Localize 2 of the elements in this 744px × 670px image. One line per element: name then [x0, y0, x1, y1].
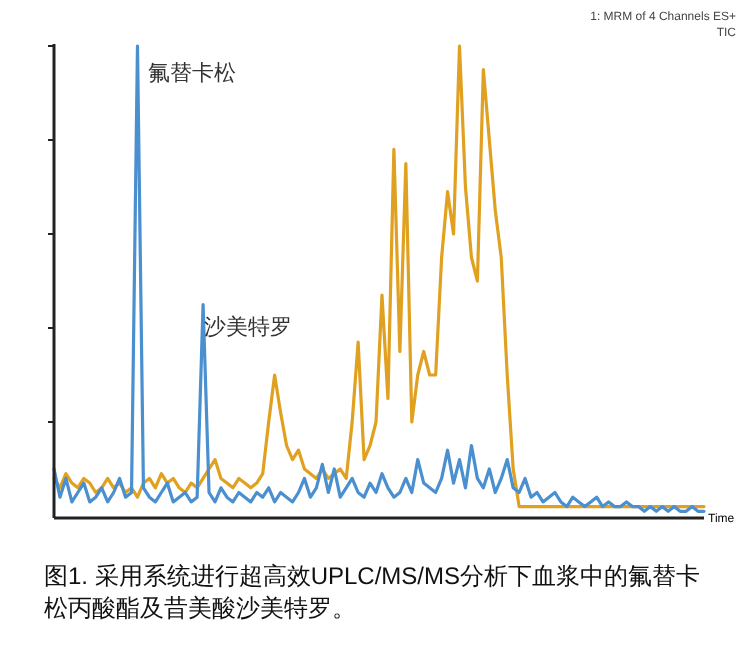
annotation: 氟替卡松	[148, 60, 236, 86]
caption: 图1. 采用系统进行超高效UPLC/MS/MS分析下血浆中的氟替卡松丙酸酯及昔美酸沙美特罗。	[44, 560, 703, 624]
